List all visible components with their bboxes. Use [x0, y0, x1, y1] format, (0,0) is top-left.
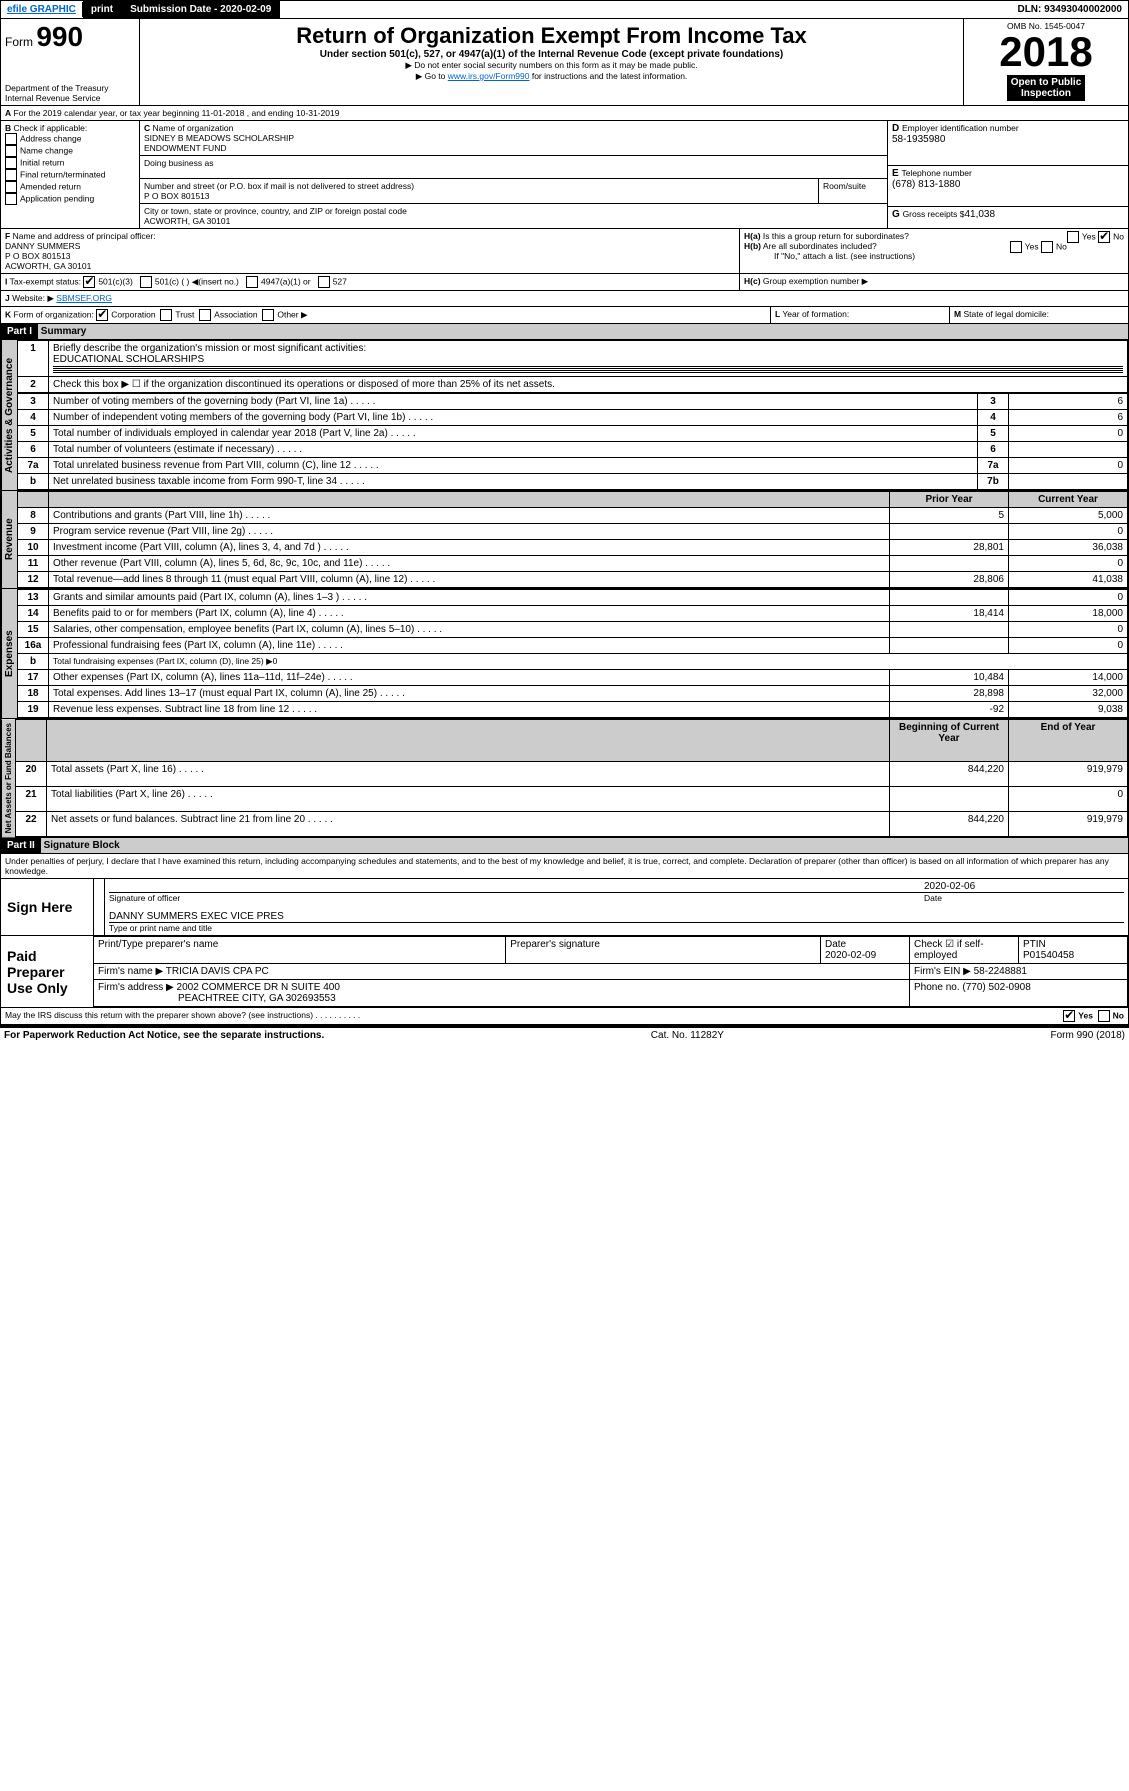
checkbox-final-return-terminated[interactable]: Final return/terminated — [5, 169, 135, 181]
footer-form: Form 990 (2018) — [1051, 1030, 1125, 1041]
officer-name: DANNY SUMMERS — [5, 241, 80, 251]
dba: Doing business as — [140, 155, 887, 170]
checkbox-amended-return[interactable]: Amended return — [5, 181, 135, 193]
part2-title: Part II — [1, 838, 41, 853]
firm-addr2: PEACHTREE CITY, GA 302693553 — [98, 993, 336, 1004]
line-14: 14Benefits paid to or for members (Part … — [18, 606, 1128, 622]
line-3: 3Number of voting members of the governi… — [18, 394, 1128, 410]
subtitle-3: ▶ Go to www.irs.gov/Form990 for instruct… — [144, 71, 959, 82]
line-8: 8Contributions and grants (Part VIII, li… — [18, 508, 1128, 524]
subtitle-1: Under section 501(c), 527, or 4947(a)(1)… — [144, 49, 959, 60]
line-6: 6Total number of volunteers (estimate if… — [18, 442, 1128, 458]
city: ACWORTH, GA 30101 — [144, 216, 230, 226]
gross-receipts: 41,038 — [964, 209, 995, 220]
line-21: 21Total liabilities (Part X, line 26) . … — [16, 787, 1128, 812]
tax-year: 2018 — [966, 31, 1126, 73]
line-13: 13Grants and similar amounts paid (Part … — [18, 590, 1128, 606]
line-15: 15Salaries, other compensation, employee… — [18, 622, 1128, 638]
line-18: 18Total expenses. Add lines 13–17 (must … — [18, 686, 1128, 702]
irs: Internal Revenue Service — [5, 93, 135, 103]
declaration: Under penalties of perjury, I declare th… — [0, 854, 1129, 879]
org-name-2: ENDOWMENT FUND — [144, 143, 226, 153]
line-20: 20Total assets (Part X, line 16) . . . .… — [16, 762, 1128, 787]
subtitle-2: ▶ Do not enter social security numbers o… — [144, 60, 959, 71]
firm-phone: (770) 502-0908 — [962, 982, 1030, 993]
print-button[interactable]: print — [83, 1, 122, 18]
line-7a: 7aTotal unrelated business revenue from … — [18, 458, 1128, 474]
side-expenses: Expenses — [1, 589, 17, 718]
line-b: bTotal fundraising expenses (Part IX, co… — [18, 654, 1128, 670]
paid-preparer: Paid Preparer Use Only — [1, 936, 93, 1007]
prep-date: 2020-02-09 — [825, 950, 876, 961]
line-19: 19Revenue less expenses. Subtract line 1… — [18, 702, 1128, 718]
line-22: 22Net assets or fund balances. Subtract … — [16, 812, 1128, 837]
line-16a: 16aProfessional fundraising fees (Part I… — [18, 638, 1128, 654]
sign-here: Sign Here — [1, 879, 93, 935]
part1-title: Part I — [1, 324, 38, 339]
side-netassets: Net Assets or Fund Balances — [1, 719, 15, 837]
footer-left: For Paperwork Reduction Act Notice, see … — [4, 1030, 324, 1041]
form-title: Return of Organization Exempt From Incom… — [144, 23, 959, 49]
checkbox-name-change[interactable]: Name change — [5, 145, 135, 157]
line-17: 17Other expenses (Part IX, column (A), l… — [18, 670, 1128, 686]
mission: EDUCATIONAL SCHOLARSHIPS — [53, 354, 204, 365]
ptin: P01540458 — [1023, 950, 1074, 961]
line-a: A For the 2019 calendar year, or tax yea… — [1, 106, 1128, 120]
website-link[interactable]: SBMSEF.ORG — [56, 293, 112, 303]
b-label: Check if applicable: — [14, 123, 88, 133]
officer-printed: DANNY SUMMERS EXEC VICE PRES — [109, 911, 1124, 922]
efile-link[interactable]: efile GRAPHIC — [1, 2, 83, 17]
submission-date: Submission Date - 2020-02-09 — [122, 1, 280, 18]
firm-ein: 58-2248881 — [974, 966, 1027, 977]
firm-name: TRICIA DAVIS CPA PC — [166, 966, 269, 977]
sig-date: 2020-02-06 — [924, 881, 1124, 892]
checkbox-initial-return[interactable]: Initial return — [5, 157, 135, 169]
line-5: 5Total number of individuals employed in… — [18, 426, 1128, 442]
side-governance: Activities & Governance — [1, 340, 17, 490]
org-name-1: SIDNEY B MEADOWS SCHOLARSHIP — [144, 133, 294, 143]
line-11: 11Other revenue (Part VIII, column (A), … — [18, 556, 1128, 572]
footer-cat: Cat. No. 11282Y — [651, 1030, 724, 1041]
line-9: 9Program service revenue (Part VIII, lin… — [18, 524, 1128, 540]
line-4: 4Number of independent voting members of… — [18, 410, 1128, 426]
dln: DLN: 93493040002000 — [1011, 2, 1128, 17]
dept: Department of the Treasury — [5, 83, 135, 93]
ein: 58-1935980 — [892, 134, 945, 145]
line-12: 12Total revenue—add lines 8 through 11 (… — [18, 572, 1128, 588]
line-b: bNet unrelated business taxable income f… — [18, 474, 1128, 490]
header-bar: efile GRAPHIC print Submission Date - 20… — [0, 0, 1129, 19]
firm-addr1: 2002 COMMERCE DR N SUITE 400 — [177, 982, 340, 993]
addr: P O BOX 801513 — [144, 191, 210, 201]
checkbox-application-pending[interactable]: Application pending — [5, 193, 135, 205]
instructions-link[interactable]: www.irs.gov/Form990 — [448, 71, 530, 81]
side-revenue: Revenue — [1, 491, 17, 588]
open-public: Open to PublicInspection — [1007, 75, 1086, 101]
line-10: 10Investment income (Part VIII, column (… — [18, 540, 1128, 556]
form-number: Form 990 — [5, 21, 135, 53]
checkbox-address-change[interactable]: Address change — [5, 133, 135, 145]
phone: (678) 813-1880 — [892, 179, 960, 190]
